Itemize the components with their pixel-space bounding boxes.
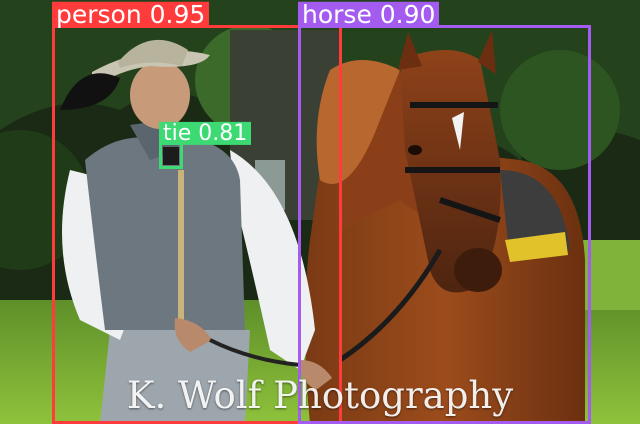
horse-eye [408, 145, 422, 155]
bridle [405, 102, 501, 223]
photographer-watermark: K. Wolf Photography [126, 374, 514, 417]
horse-detection-label: horse 0.90 [298, 1, 440, 28]
person-hat-crown [118, 39, 188, 68]
person-detection-box: person 0.95 [52, 1, 342, 424]
person-face [130, 61, 190, 129]
horse-ear [478, 30, 496, 74]
saddle-stripe [505, 232, 568, 262]
horse-muzzle [454, 248, 502, 292]
hat-feather [60, 73, 120, 110]
horse-blaze [452, 112, 464, 150]
person-vest [85, 137, 245, 330]
horse-detection-box: horse 0.90 [298, 1, 591, 424]
person-hand-right [299, 360, 332, 390]
person-hand-left [174, 318, 212, 352]
tie-detection-label: tie 0.81 [159, 122, 252, 145]
person-arm-right [230, 150, 315, 370]
tie-detection-box: tie 0.81 [159, 122, 252, 169]
reins [338, 248, 443, 363]
bow-tie [163, 147, 179, 165]
vest-buttons [178, 170, 184, 320]
horse-mane [316, 60, 400, 184]
person-legs [100, 330, 250, 424]
lead-rope [209, 338, 301, 367]
person-detection-label: person 0.95 [52, 1, 210, 28]
horse-ear [398, 32, 422, 70]
